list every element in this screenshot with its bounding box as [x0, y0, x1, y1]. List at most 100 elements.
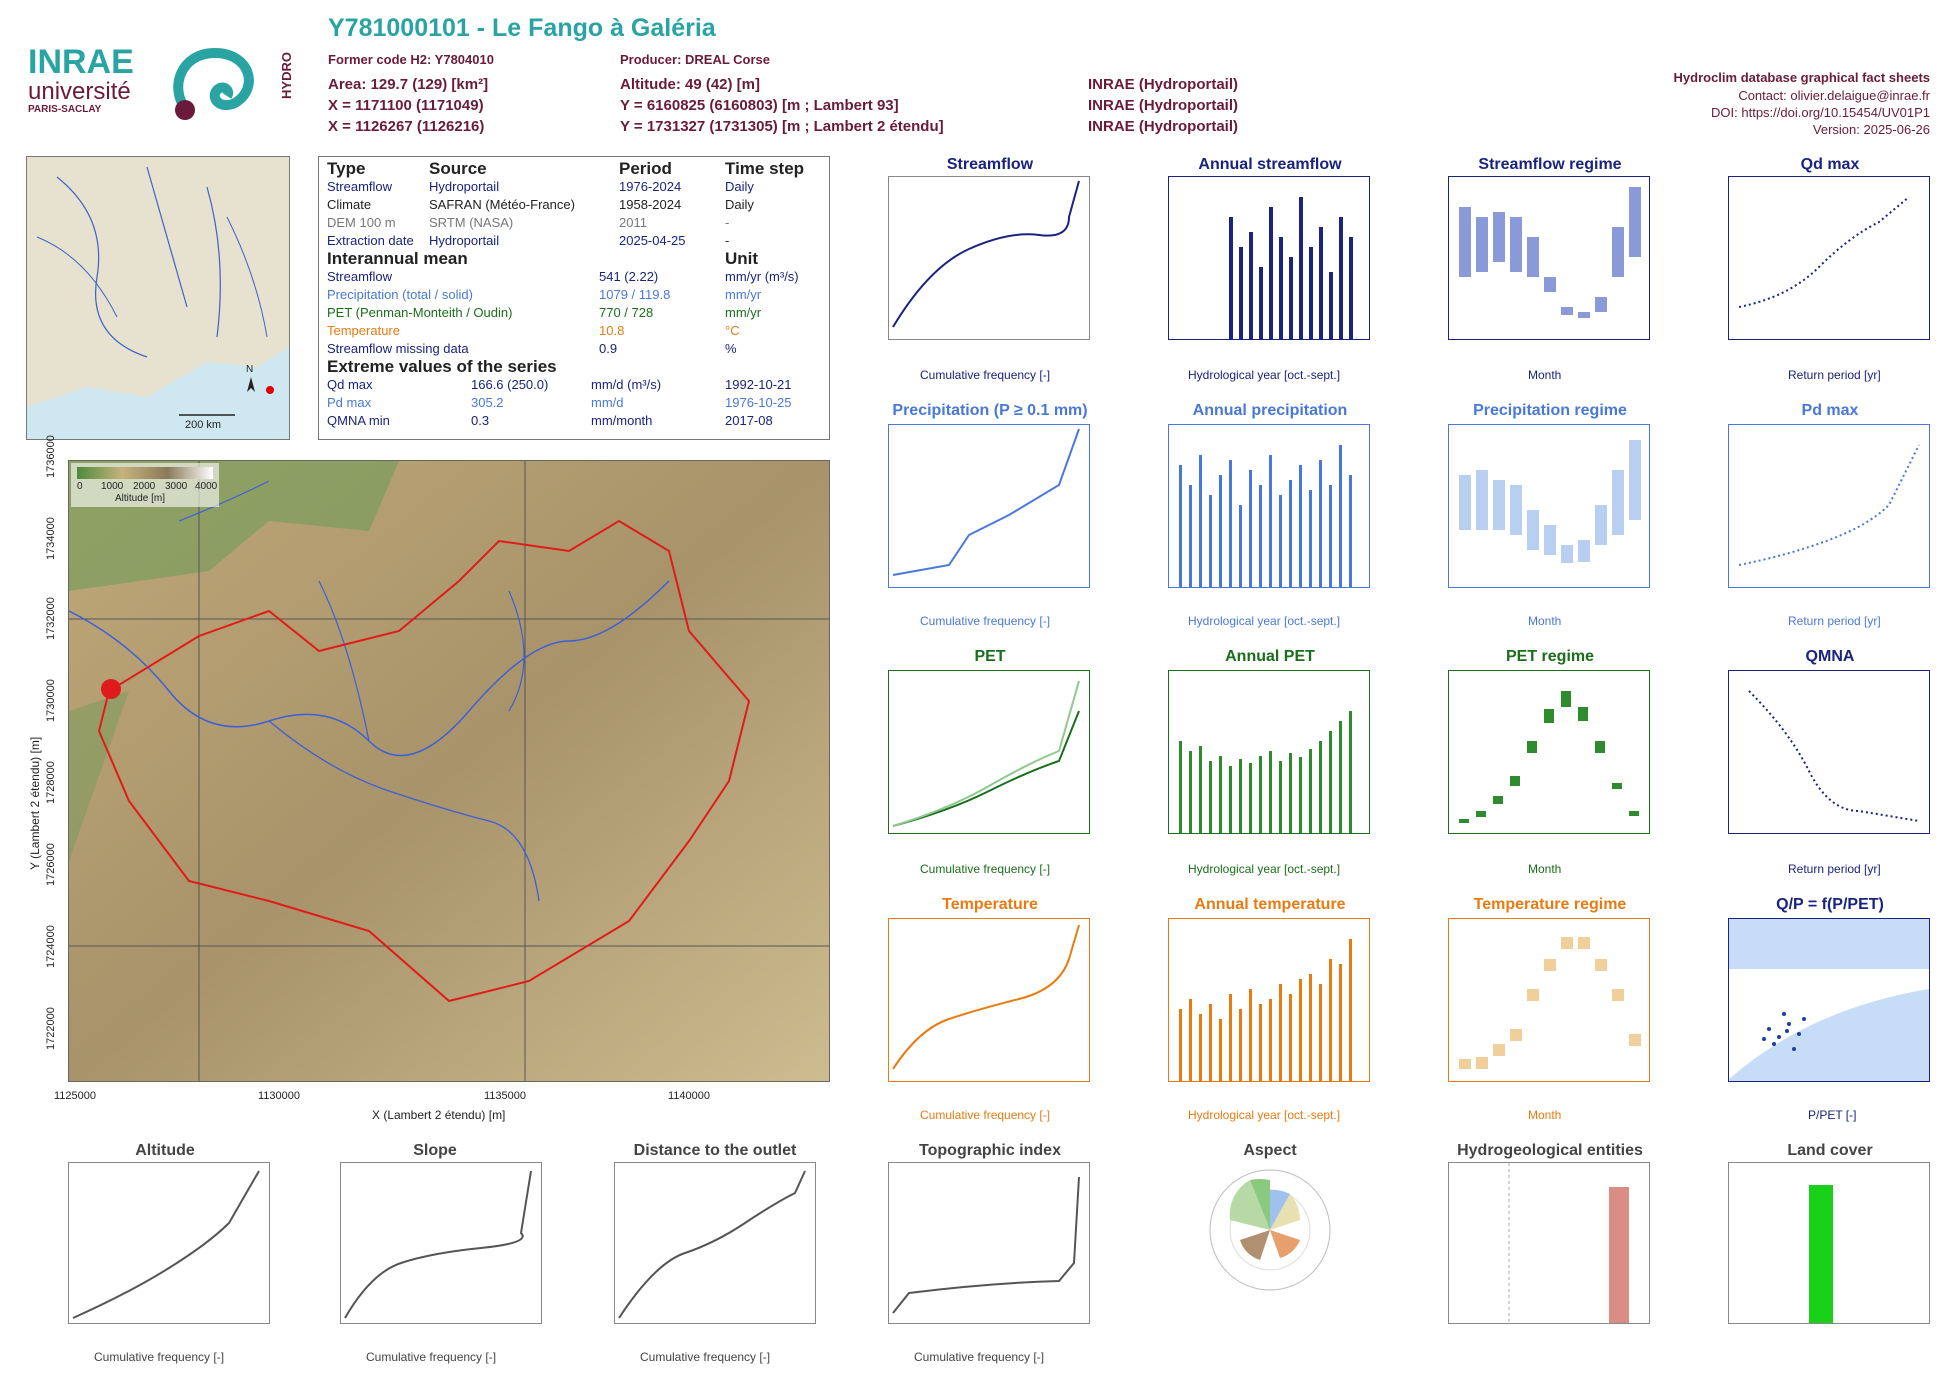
- panel-title-qp: Q/P = f(P/PET): [1776, 896, 1884, 913]
- cell: 1992-10-21: [725, 377, 792, 392]
- plot-temperature-regime: [1448, 918, 1650, 1082]
- xlabel-streamflow: Cumulative frequency [-]: [920, 368, 1051, 382]
- hydro-logo-icon: [173, 47, 254, 120]
- plot-altitude: [68, 1162, 270, 1324]
- cell: Streamflow: [327, 179, 393, 194]
- cell: Temperature: [327, 323, 400, 338]
- cell: 1958-2024: [619, 197, 682, 212]
- cell: -: [725, 215, 730, 230]
- inrae-logo-text: INRAE: [28, 43, 134, 81]
- producer: Producer: DREAL Corse: [620, 52, 771, 67]
- cell: 541 (2.22): [599, 269, 659, 284]
- plot-landcover: [1728, 1162, 1930, 1324]
- map-ytick: 1736000: [45, 435, 57, 478]
- station-title: Y781000101 - Le Fango à Galéria: [328, 14, 716, 42]
- x-lambert93: X = 1171100 (1171049): [328, 97, 484, 114]
- panel-title-temperature-regime: Temperature regime: [1473, 896, 1627, 913]
- cell: Daily: [725, 197, 754, 212]
- src-1: INRAE (Hydroportail): [1088, 76, 1238, 93]
- alt-tick: 4000: [195, 481, 218, 492]
- panel-title-temperature: Temperature: [942, 896, 1038, 913]
- cell: °C: [725, 323, 740, 338]
- cell: 166.6 (250.0): [471, 377, 549, 392]
- plot-aspect: [1200, 1160, 1340, 1300]
- map-xtick: 1130000: [258, 1090, 301, 1102]
- panel-title-pet: PET: [974, 648, 1006, 665]
- alt-tick: 1000: [101, 481, 124, 492]
- map-xtick: 1140000: [668, 1090, 711, 1102]
- plot-annual-pet: [1168, 670, 1370, 834]
- cell: 2017-08: [725, 413, 773, 428]
- panel-title-streamflow: Streamflow: [946, 156, 1034, 173]
- xlabel-qmna: Return period [yr]: [1788, 862, 1881, 876]
- map-xlabel: X (Lambert 2 étendu) [m]: [372, 1108, 506, 1122]
- doi: DOI: https://doi.org/10.15454/UV01P1: [1711, 105, 1930, 120]
- cell: Hydroportail: [429, 233, 500, 248]
- plot-pet: [888, 670, 1090, 834]
- altitude-colorbar: [77, 467, 213, 479]
- cell: mm/d (m³/s): [591, 377, 662, 392]
- cell: SAFRAN (Météo-France): [429, 197, 575, 212]
- cell: mm/yr: [725, 287, 762, 302]
- y-lambert2e: Y = 1731327 (1731305) [m ; Lambert 2 éte…: [620, 118, 944, 135]
- xlabel-qd-max: Return period [yr]: [1788, 368, 1881, 382]
- panel-title-aspect: Aspect: [1243, 1142, 1297, 1159]
- th-type: Type: [327, 159, 366, 178]
- cell: PET (Penman-Monteith / Oudin): [327, 305, 513, 320]
- xlabel-temperature-regime: Month: [1528, 1108, 1562, 1122]
- plot-precipitation: [888, 424, 1090, 588]
- cell: mm/d: [591, 395, 624, 410]
- plot-temperature: [888, 918, 1090, 1082]
- inset-scale-label: 200 km: [185, 419, 222, 431]
- hydro-logo: HYDRO: [165, 47, 294, 126]
- plot-pd-max: [1728, 424, 1930, 588]
- map-ytick: 1730000: [45, 679, 57, 722]
- panel-title-pet-regime: PET regime: [1505, 648, 1595, 665]
- x-lambert2e: X = 1126267 (1126216): [328, 118, 485, 135]
- plot-qd-max: [1728, 176, 1930, 340]
- cell: QMNA min: [327, 413, 390, 428]
- cell: Extraction date: [327, 233, 414, 248]
- plot-annual-streamflow: [1168, 176, 1370, 340]
- plot-streamflow-regime: [1448, 176, 1650, 340]
- panel-title-annual-streamflow: Annual streamflow: [1198, 156, 1342, 173]
- version: Version: 2025-06-26: [1812, 122, 1930, 137]
- xlabel-annual-streamflow: Hydrological year [oct.-sept.]: [1188, 368, 1341, 382]
- map-ytick: 1732000: [45, 597, 57, 640]
- th-timestep: Time step: [725, 159, 805, 178]
- panel-title-distance: Distance to the outlet: [633, 1142, 797, 1159]
- xlabel-slope: Cumulative frequency [-]: [366, 1350, 497, 1364]
- north-arrow-icon: [247, 377, 255, 392]
- xlabel-distance: Cumulative frequency [-]: [640, 1350, 771, 1364]
- cell: mm/yr (m³/s): [725, 269, 799, 284]
- plot-hydrogeo: [1448, 1162, 1650, 1324]
- plot-qmna: [1728, 670, 1930, 834]
- alt-tick: 2000: [133, 481, 156, 492]
- plot-annual-precipitation: [1168, 424, 1370, 588]
- map-ytick: 1734000: [45, 517, 57, 560]
- paris-saclay-text: PARIS-SACLAY: [28, 104, 102, 115]
- inset-north-label: N: [246, 364, 254, 375]
- outlet-marker: [101, 679, 121, 699]
- cell: Streamflow: [327, 269, 393, 284]
- xlabel-precipitation: Cumulative frequency [-]: [920, 614, 1051, 628]
- catchment-boundary: [97, 519, 751, 1003]
- map-ytick: 1724000: [45, 925, 57, 968]
- plot-streamflow: [888, 176, 1090, 340]
- panel-title-streamflow-regime: Streamflow regime: [1478, 156, 1622, 173]
- src-2: INRAE (Hydroportail): [1088, 97, 1238, 114]
- panel-title-landcover: Land cover: [1787, 1142, 1873, 1159]
- xlabel-pet-regime: Month: [1528, 862, 1562, 876]
- cell: 0.9: [599, 341, 618, 356]
- xlabel-pet: Cumulative frequency [-]: [920, 862, 1051, 876]
- cell: -: [725, 233, 730, 248]
- th-source: Source: [429, 159, 487, 178]
- panel-title-precipitation: Precipitation (P ≥ 0.1 mm): [892, 402, 1088, 419]
- cell: 1976-10-25: [725, 395, 792, 410]
- inrae-logo: INRAE université PARIS-SACLAY: [28, 44, 146, 124]
- extreme-title: Extreme values of the series: [327, 357, 557, 376]
- cell: 10.8: [599, 323, 625, 338]
- panel-title-topo: Topographic index: [919, 1142, 1061, 1159]
- map-ytick: 1728000: [45, 761, 57, 804]
- panel-title-altitude: Altitude: [135, 1142, 195, 1159]
